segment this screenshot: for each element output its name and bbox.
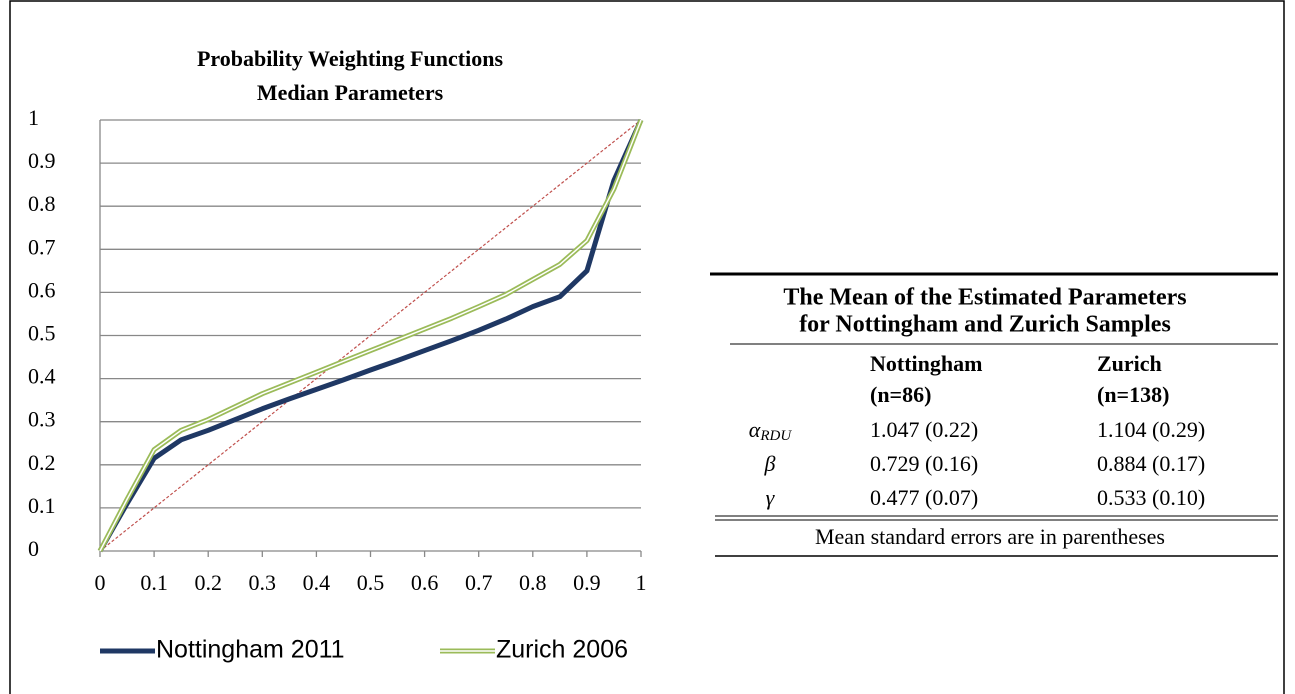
- legend-label: Zurich 2006: [496, 636, 628, 664]
- y-tick-label: 0.5: [28, 321, 56, 346]
- row-symbol: γ: [766, 485, 776, 510]
- row-label: γ: [766, 485, 776, 510]
- x-tick-label: 0.7: [465, 570, 493, 595]
- series-line: [99, 119, 642, 552]
- x-tick-label: 0.8: [519, 570, 547, 595]
- y-tick-label: 0.6: [28, 277, 56, 302]
- table-cell: 0.533 (0.10): [1097, 485, 1205, 510]
- chart-subtitle: Median Parameters: [257, 80, 444, 105]
- row-label: αRDU: [749, 417, 793, 444]
- row-subscript: RDU: [759, 428, 792, 444]
- y-tick-label: 0.2: [28, 450, 56, 475]
- x-tick-label: 0.6: [411, 570, 439, 595]
- column-header: (n=86): [870, 382, 931, 407]
- y-tick-label: 0.3: [28, 407, 56, 432]
- x-tick-label: 0: [95, 570, 106, 595]
- x-tick-label: 0.2: [194, 570, 222, 595]
- series-line: [97, 118, 644, 553]
- column-header: (n=138): [1097, 382, 1169, 407]
- table-title: for Nottingham and Zurich Samples: [799, 312, 1171, 338]
- table-title: The Mean of the Estimated Parameters: [783, 285, 1186, 311]
- series-line: [99, 119, 642, 552]
- column-header: Zurich: [1097, 351, 1162, 376]
- table-cell: 1.047 (0.22): [870, 417, 978, 442]
- x-tick-label: 0.3: [249, 570, 277, 595]
- column-header: Nottingham: [870, 351, 982, 376]
- row-symbol: β: [764, 451, 776, 476]
- x-tick-label: 0.1: [140, 570, 168, 595]
- y-tick-label: 0: [28, 536, 39, 561]
- table-note: Mean standard errors are in parentheses: [815, 524, 1165, 549]
- table-cell: 1.104 (0.29): [1097, 417, 1205, 442]
- table-cell: 0.884 (0.17): [1097, 451, 1205, 476]
- chart-title: Probability Weighting Functions: [197, 46, 503, 71]
- y-tick-label: 0.4: [28, 364, 56, 389]
- x-tick-label: 1: [636, 570, 647, 595]
- y-tick-label: 1: [28, 105, 39, 130]
- table-cell: 0.729 (0.16): [870, 451, 978, 476]
- x-tick-label: 0.4: [303, 570, 331, 595]
- frame: [9, 0, 1285, 694]
- legend-label: Nottingham 2011: [156, 636, 345, 664]
- x-tick-label: 0.9: [573, 570, 601, 595]
- y-tick-label: 0.9: [28, 148, 56, 173]
- y-tick-label: 0.1: [28, 493, 56, 518]
- x-tick-label: 0.5: [357, 570, 385, 595]
- row-label: β: [764, 451, 776, 476]
- table-cell: 0.477 (0.07): [870, 485, 978, 510]
- row-symbol: α: [749, 417, 761, 442]
- y-tick-label: 0.8: [28, 191, 56, 216]
- y-tick-label: 0.7: [28, 234, 56, 259]
